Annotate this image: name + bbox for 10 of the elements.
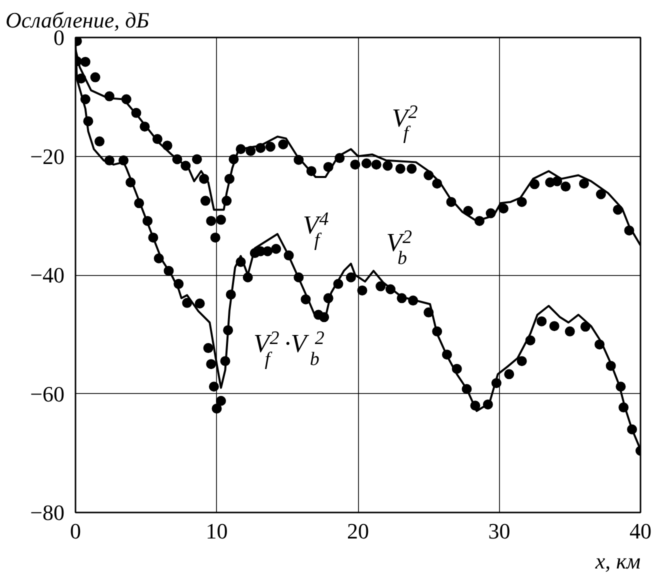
x-tick-label: 30 — [488, 518, 510, 544]
y-tick-label: −60 — [30, 381, 65, 406]
y-tick-label: −80 — [30, 500, 65, 525]
x-tick-label: 40 — [630, 518, 652, 544]
x-axis-title: x, км — [594, 548, 641, 574]
x-tick-label: 10 — [206, 518, 228, 544]
x-tick-label: 0 — [70, 518, 81, 544]
y-tick-label: −40 — [30, 262, 65, 288]
x-tick-label: 20 — [347, 518, 369, 544]
y-tick-label: −20 — [30, 144, 65, 169]
